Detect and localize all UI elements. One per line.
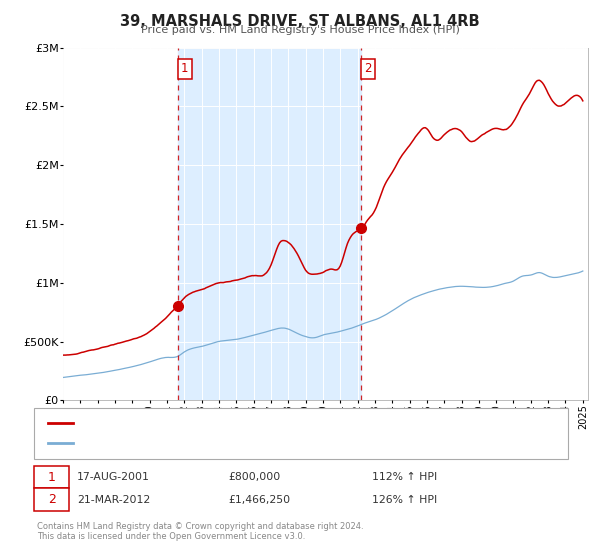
Text: HPI: Average price, detached house, St Albans: HPI: Average price, detached house, St A… <box>80 437 323 447</box>
Text: 2: 2 <box>364 62 372 75</box>
Text: This data is licensed under the Open Government Licence v3.0.: This data is licensed under the Open Gov… <box>37 532 305 541</box>
Text: 2: 2 <box>47 493 56 506</box>
Text: 39, MARSHALS DRIVE, ST ALBANS, AL1 4RB: 39, MARSHALS DRIVE, ST ALBANS, AL1 4RB <box>120 14 480 29</box>
Text: Price paid vs. HM Land Registry's House Price Index (HPI): Price paid vs. HM Land Registry's House … <box>140 25 460 35</box>
Text: Contains HM Land Registry data © Crown copyright and database right 2024.: Contains HM Land Registry data © Crown c… <box>37 522 364 531</box>
Text: 21-MAR-2012: 21-MAR-2012 <box>77 494 150 505</box>
Text: £1,466,250: £1,466,250 <box>228 494 290 505</box>
Text: 1: 1 <box>181 62 188 75</box>
Text: 39, MARSHALS DRIVE, ST ALBANS, AL1 4RB (detached house): 39, MARSHALS DRIVE, ST ALBANS, AL1 4RB (… <box>80 418 401 428</box>
Text: 126% ↑ HPI: 126% ↑ HPI <box>372 494 437 505</box>
Text: 17-AUG-2001: 17-AUG-2001 <box>77 472 149 482</box>
Text: 112% ↑ HPI: 112% ↑ HPI <box>372 472 437 482</box>
Bar <box>178 48 361 400</box>
Text: 1: 1 <box>47 470 56 484</box>
Text: £800,000: £800,000 <box>228 472 280 482</box>
